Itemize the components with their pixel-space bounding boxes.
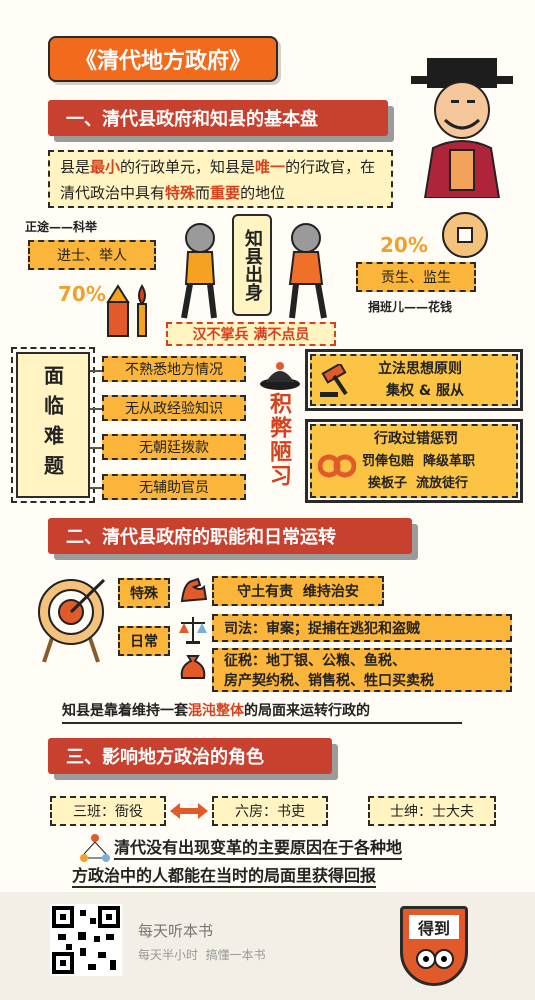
section3-heading: 三、影响地方政治的角色: [48, 738, 332, 774]
accumulated-ills-label: 积弊陋习: [266, 392, 291, 488]
summary-highlight: 混沌整体: [188, 703, 244, 719]
money-bag-icon: [180, 655, 206, 679]
target-icon: [38, 578, 106, 663]
tax-line: 征税：地丁银、公粮、鱼税、: [224, 653, 406, 669]
two-figures-illustration: [181, 223, 327, 319]
right-path-title: 捐班儿——花钱: [368, 300, 453, 314]
intro-part: 县是: [60, 158, 91, 176]
logo-text: 得到: [409, 915, 459, 939]
intro-highlight-special: 特殊: [165, 184, 196, 202]
connector: [90, 447, 102, 449]
difficulty-item: 无辅助官员: [102, 474, 246, 500]
official-figure-illustration: [411, 58, 513, 198]
qr-code[interactable]: [50, 904, 122, 976]
daily-label: 日常: [118, 626, 170, 656]
motto-box: 汉不掌兵 满不点员: [166, 322, 336, 346]
dedao-logo: 得到: [400, 906, 468, 986]
muscle-arm-icon: [180, 577, 208, 603]
punishment-line2: 挨板子 流放徒行: [368, 476, 469, 491]
punishment-box: 行政过错惩罚 罚俸包赔 降级革职 挨板子 流放徒行: [305, 419, 523, 503]
special-duty-box: 守土有责 维持治安: [212, 576, 384, 606]
footer-slogan: 每天半小时 搞懂一本书: [138, 948, 266, 962]
judicial-box: 司法：审案；捉捕在逃犯和盗贼: [212, 614, 512, 642]
intro-part: 的行政官，在清代政治中具有: [60, 158, 376, 202]
left-path-title: 正途——科举: [25, 220, 98, 234]
double-arrow-icon: [170, 803, 208, 819]
left-path-percent: 70%: [58, 282, 106, 306]
role-item: 三班：衙役: [50, 796, 166, 826]
left-path-box: 进士、举人: [28, 240, 156, 270]
intro-highlight-only: 唯一: [255, 158, 286, 176]
summary-part: 的局面来运转行政的: [244, 703, 370, 719]
tax-line: 房产契约税、销售税、牲口买卖税: [224, 673, 434, 689]
special-label: 特殊: [118, 578, 170, 608]
gavel-icon: [320, 364, 348, 397]
page-title: 《清代地方政府》: [48, 36, 278, 82]
principle-box: 立法思想原则 集权 & 服从: [305, 349, 523, 411]
difficulties-label: 面临难题: [11, 347, 95, 503]
role-item: 士绅：士大夫: [368, 796, 496, 826]
intro-part: 的行政单元，知县是: [120, 158, 256, 176]
official-hat-icon: [260, 362, 300, 390]
right-path-percent: 20%: [380, 233, 428, 257]
intro-box: 县是最小的行政单元，知县是唯一的行政官，在清代政治中具有特殊而重要的地位: [48, 150, 393, 208]
handcuffs-icon: [318, 454, 356, 478]
connector: [90, 487, 102, 489]
difficulty-item: 不熟悉地方情况: [102, 356, 246, 382]
conclusion-line: 方政治中的人都能在当时的局面里获得回报: [72, 862, 377, 888]
brush-pencil-icon: [106, 284, 147, 337]
section1-heading: 一、清代县政府和知县的基本盘: [48, 100, 388, 136]
summary-part: 知县是靠着维持一套: [62, 703, 188, 719]
section2-heading: 二、清代县政府的职能和日常运转: [48, 518, 412, 554]
origin-label: 知县出身: [232, 214, 272, 316]
footer-app-name: 每天听本书: [138, 922, 214, 940]
punishment-line1: 罚俸包赔 降级革职: [362, 454, 476, 469]
intro-text: 县是最小的行政单元，知县是唯一的行政官，在清代政治中具有特殊而重要的地位: [60, 154, 381, 206]
owl-icon: [416, 949, 454, 969]
intro-highlight-smallest: 最小: [90, 158, 121, 176]
difficulty-item: 无从政经验知识: [102, 395, 246, 421]
intro-part: 的地位: [240, 184, 286, 202]
principle-title: 立法思想原则: [378, 361, 462, 377]
connector: [90, 370, 102, 372]
tax-box: 征税：地丁银、公粮、鱼税、 房产契约税、销售税、牲口买卖税: [212, 648, 512, 692]
principle-body: 集权 & 服从: [386, 383, 464, 399]
conclusion-line: 清代没有出现变革的主要原因在于各种地: [114, 834, 403, 860]
intro-highlight-important: 重要: [210, 184, 241, 202]
intro-part: 而: [195, 184, 211, 202]
difficulty-item: 无朝廷拨款: [102, 434, 246, 460]
connector: [90, 408, 102, 410]
scales-icon: [179, 617, 207, 644]
coin-icon: [442, 212, 488, 258]
punishment-title: 行政过错惩罚: [374, 431, 458, 447]
right-path-box: 贡生、监生: [356, 262, 476, 292]
section2-summary: 知县是靠着维持一套混沌整体的局面来运转行政的: [62, 700, 462, 724]
network-people-icon: [80, 834, 110, 862]
role-item: 六房：书吏: [212, 796, 328, 826]
